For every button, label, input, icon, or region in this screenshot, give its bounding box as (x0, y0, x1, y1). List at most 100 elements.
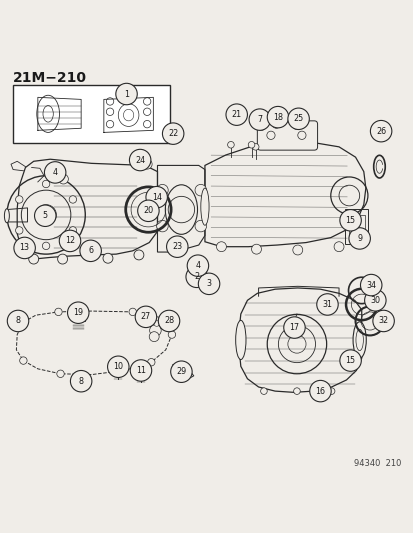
Circle shape (149, 325, 161, 336)
Text: 12: 12 (65, 237, 75, 245)
Circle shape (156, 220, 168, 232)
Circle shape (166, 236, 188, 257)
Circle shape (42, 180, 50, 188)
Circle shape (316, 294, 337, 315)
Text: 30: 30 (370, 296, 380, 305)
Circle shape (185, 266, 207, 287)
Circle shape (149, 332, 159, 342)
Circle shape (328, 388, 334, 394)
Text: 5: 5 (43, 211, 48, 220)
Circle shape (103, 253, 113, 263)
Circle shape (58, 174, 68, 184)
Circle shape (67, 302, 89, 324)
Ellipse shape (352, 322, 366, 358)
Circle shape (16, 196, 23, 203)
Circle shape (187, 255, 208, 277)
Text: 8: 8 (78, 377, 83, 386)
Ellipse shape (5, 209, 9, 223)
Circle shape (339, 350, 361, 372)
Ellipse shape (373, 155, 385, 178)
Circle shape (346, 357, 354, 365)
Circle shape (116, 83, 137, 105)
Text: 9: 9 (356, 234, 361, 243)
Text: 18: 18 (272, 112, 282, 122)
Circle shape (57, 370, 64, 377)
Text: 4: 4 (195, 261, 200, 270)
Circle shape (138, 200, 159, 222)
Circle shape (130, 360, 151, 381)
Text: 3: 3 (206, 279, 211, 288)
Circle shape (168, 196, 194, 223)
Circle shape (135, 306, 156, 328)
Text: 24: 24 (135, 156, 145, 165)
Circle shape (360, 274, 381, 296)
Circle shape (170, 361, 192, 383)
Circle shape (145, 187, 167, 208)
Text: 13: 13 (19, 244, 30, 253)
Circle shape (341, 217, 349, 225)
Text: 15: 15 (345, 356, 355, 365)
Text: 21M−210: 21M−210 (13, 70, 87, 85)
Circle shape (339, 209, 361, 231)
Circle shape (129, 149, 150, 171)
Text: 31: 31 (322, 300, 332, 309)
Circle shape (57, 254, 67, 264)
Circle shape (69, 227, 76, 234)
Text: 21: 21 (231, 110, 241, 119)
Circle shape (271, 120, 280, 128)
Circle shape (309, 381, 330, 402)
Circle shape (59, 230, 81, 252)
Circle shape (260, 388, 267, 394)
Circle shape (293, 388, 299, 394)
Circle shape (55, 308, 62, 316)
Text: 16: 16 (315, 386, 325, 395)
Ellipse shape (165, 185, 197, 235)
Circle shape (156, 184, 168, 196)
Circle shape (69, 196, 76, 203)
Circle shape (235, 116, 243, 124)
Circle shape (168, 331, 175, 338)
Text: 32: 32 (377, 317, 388, 326)
Circle shape (372, 310, 393, 332)
Text: 34: 34 (366, 280, 375, 289)
Text: 27: 27 (140, 312, 151, 321)
Circle shape (16, 227, 23, 234)
Text: 26: 26 (375, 127, 385, 136)
Text: 2: 2 (194, 272, 199, 281)
Circle shape (195, 184, 206, 196)
Circle shape (70, 370, 92, 392)
Circle shape (364, 289, 385, 311)
Circle shape (20, 357, 27, 364)
Circle shape (370, 120, 391, 142)
Bar (13, 85, 169, 143)
Circle shape (142, 159, 152, 169)
Circle shape (292, 122, 300, 130)
Text: 7: 7 (256, 115, 262, 124)
Bar (344, 209, 367, 244)
Circle shape (80, 240, 101, 262)
Text: 17: 17 (289, 323, 299, 332)
Circle shape (225, 104, 247, 125)
Text: 22: 22 (168, 129, 178, 138)
Circle shape (252, 143, 259, 150)
Circle shape (107, 356, 129, 377)
Text: 14: 14 (151, 193, 161, 201)
Circle shape (20, 319, 27, 326)
Text: 29: 29 (176, 367, 186, 376)
Ellipse shape (235, 320, 245, 360)
Circle shape (162, 123, 183, 144)
Text: 4: 4 (52, 168, 57, 177)
Circle shape (257, 122, 265, 131)
Ellipse shape (200, 188, 209, 225)
Ellipse shape (355, 329, 363, 351)
Text: 6: 6 (88, 246, 93, 255)
Circle shape (147, 359, 154, 366)
Circle shape (28, 254, 38, 264)
Text: 1: 1 (124, 90, 129, 99)
Text: 23: 23 (172, 242, 182, 251)
Circle shape (333, 242, 343, 252)
Circle shape (348, 228, 370, 249)
Text: 28: 28 (164, 317, 174, 326)
Text: 15: 15 (345, 216, 355, 225)
FancyBboxPatch shape (257, 121, 317, 150)
